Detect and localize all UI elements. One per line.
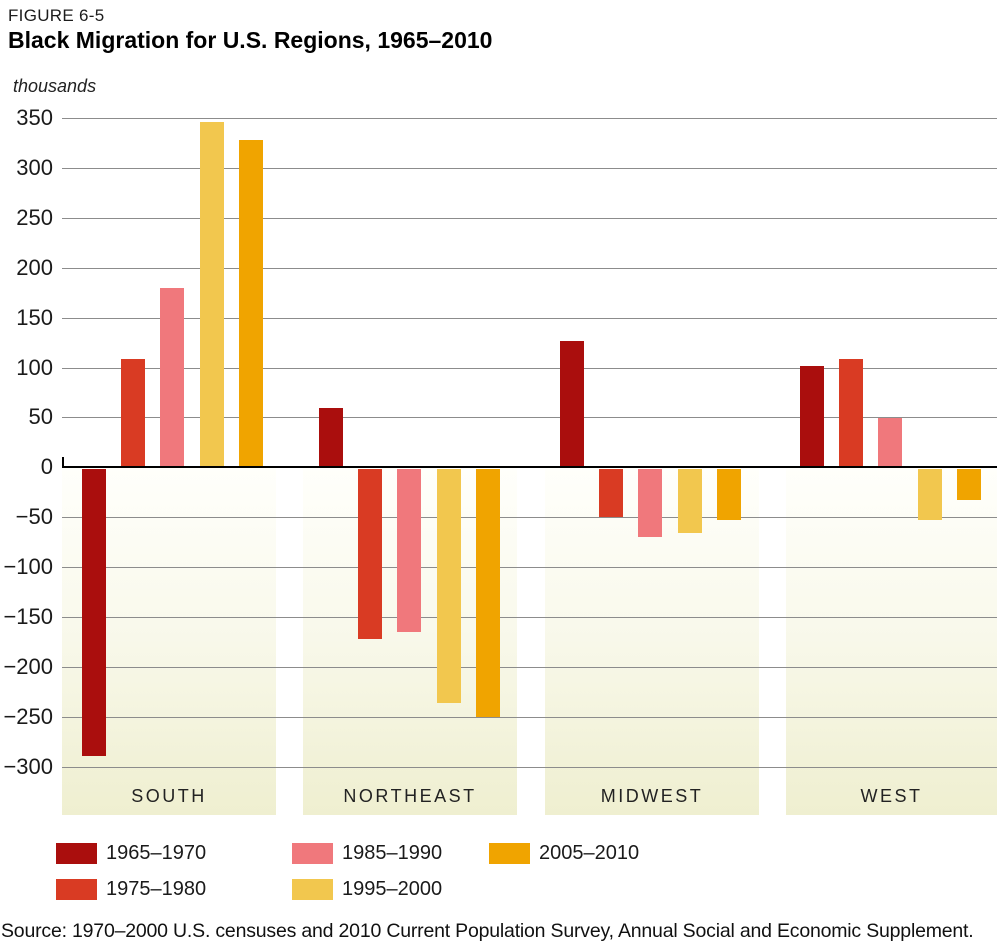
legend-label: 1985–1990 <box>342 842 443 864</box>
chart-title: Black Migration for U.S. Regions, 1965–2… <box>8 27 493 53</box>
legend-label: 1995–2000 <box>342 878 443 900</box>
legend-label: 2005–2010 <box>539 842 640 864</box>
y-tick-label: 250 <box>16 205 53 230</box>
bar-midwest-1985-1990 <box>638 469 662 537</box>
region-label: MIDWEST <box>600 786 704 806</box>
y-tick-label: 0 <box>40 454 53 479</box>
bar-midwest-2005-2010 <box>717 469 741 520</box>
y-tick-label: 150 <box>16 305 53 330</box>
legend-swatch <box>56 843 97 864</box>
bar-northeast-2005-2010 <box>476 469 500 717</box>
y-tick-label: 300 <box>16 155 53 180</box>
gridline <box>62 617 997 618</box>
bar-south-1985-1990 <box>160 288 184 467</box>
bar-midwest-1965-1970 <box>560 341 584 467</box>
zero-axis-tick <box>62 457 64 466</box>
y-axis-units-label: thousands <box>13 76 97 96</box>
legend-label: 1965–1970 <box>106 842 207 864</box>
gridline <box>62 667 997 668</box>
y-tick-label: −300 <box>3 754 53 779</box>
region-label: WEST <box>860 786 923 806</box>
bar-south-2005-2010 <box>239 140 263 467</box>
legend-label: 1975–1980 <box>106 878 207 900</box>
y-tick-label: −250 <box>3 704 53 729</box>
legend-item-2005-2010: 2005–2010 <box>489 842 639 865</box>
gridline <box>62 368 997 369</box>
source-note: Source: 1970–2000 U.S. censuses and 2010… <box>1 920 974 942</box>
bar-midwest-1975-1980 <box>599 469 623 517</box>
gridline <box>62 767 997 768</box>
bar-west-1965-1970 <box>800 366 824 467</box>
y-tick-label: −100 <box>3 554 53 579</box>
legend-item-1965-1970: 1965–1970 <box>56 842 206 865</box>
legend-swatch <box>489 843 530 864</box>
bar-northeast-1985-1990 <box>397 469 421 632</box>
y-tick-label: 100 <box>16 355 53 380</box>
y-tick-label: 350 <box>16 105 53 130</box>
y-tick-label: −50 <box>15 504 53 529</box>
plot-area: SOUTH NORTHEAST MIDWEST WEST 350 300 250 200 150… <box>3 105 997 822</box>
y-tick-label: 50 <box>28 404 53 429</box>
figure-number-label: FIGURE 6-5 <box>8 6 105 25</box>
bar-south-1965-1970 <box>82 469 106 756</box>
legend-item-1975-1980: 1975–1980 <box>56 878 206 901</box>
legend-swatch <box>292 879 333 900</box>
bar-south-1995-2000 <box>200 122 224 467</box>
region-band-west: WEST <box>786 468 997 815</box>
bar-northeast-1995-2000 <box>437 469 461 703</box>
region-band-midwest: MIDWEST <box>545 468 759 815</box>
bar-south-1975-1980 <box>121 359 145 467</box>
region-label: SOUTH <box>131 786 207 806</box>
legend-swatch <box>56 879 97 900</box>
y-tick-label: −150 <box>3 604 53 629</box>
gridline <box>62 168 997 169</box>
bar-west-2005-2010 <box>957 469 981 500</box>
gridline <box>62 118 997 119</box>
gridline <box>62 567 997 568</box>
gridline <box>62 417 997 418</box>
bar-west-1995-2000 <box>918 469 942 520</box>
legend-swatch <box>292 843 333 864</box>
bar-northeast-1965-1970 <box>319 408 343 467</box>
bar-west-1985-1990 <box>878 418 902 467</box>
zero-axis-line <box>62 466 997 468</box>
bar-midwest-1995-2000 <box>678 469 702 533</box>
gridline <box>62 318 997 319</box>
gridline <box>62 717 997 718</box>
gridline <box>62 517 997 518</box>
legend-item-1985-1990: 1985–1990 <box>292 842 442 865</box>
gridline <box>62 268 997 269</box>
region-label: NORTHEAST <box>343 786 477 806</box>
y-tick-label: 200 <box>16 255 53 280</box>
bar-west-1975-1980 <box>839 359 863 467</box>
gridline <box>62 218 997 219</box>
y-tick-label: −200 <box>3 654 53 679</box>
bar-northeast-1975-1980 <box>358 469 382 639</box>
legend-item-1995-2000: 1995–2000 <box>292 878 442 901</box>
